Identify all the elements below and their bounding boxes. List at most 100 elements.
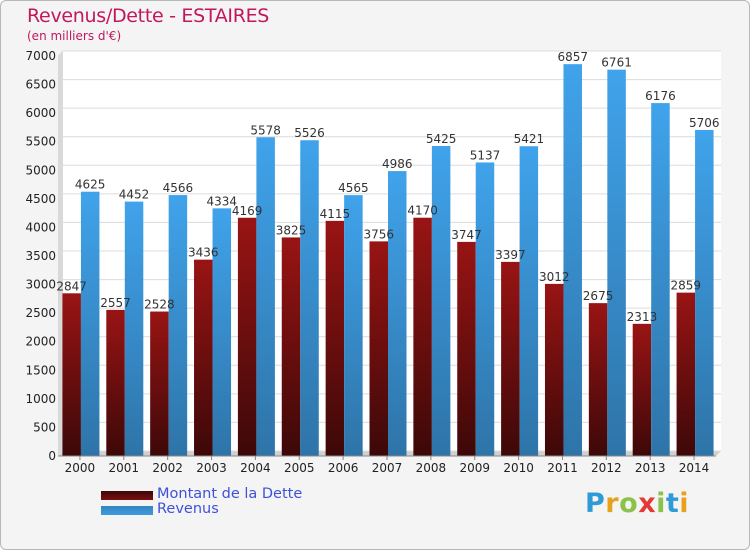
data-label: 3436 [188, 246, 219, 260]
x-tick-label: 2012 [591, 461, 622, 475]
data-label: 4115 [320, 207, 351, 221]
y-tick-label: 4000 [25, 220, 56, 234]
gridline-depth [57, 450, 64, 457]
y-tick-label: 1000 [25, 392, 56, 406]
data-label: 6857 [557, 50, 588, 64]
data-label: 5578 [250, 123, 281, 137]
data-label: 4169 [232, 204, 263, 218]
x-tick-label: 2000 [65, 461, 96, 475]
data-label: 5421 [514, 132, 545, 146]
bar-dette [676, 292, 696, 456]
gridline-depth [57, 193, 64, 200]
bar-revenus [607, 69, 626, 457]
data-label: 3012 [539, 270, 570, 284]
logo-letter: t [665, 488, 680, 519]
gridline-depth [57, 393, 64, 400]
bar-dette [62, 293, 81, 456]
chart-subtitle: (en milliers d'€) [27, 29, 122, 43]
bar-revenus [212, 208, 232, 456]
bar-revenus [300, 140, 319, 456]
x-tick-label: 2009 [459, 461, 490, 475]
bar-dette [544, 283, 564, 456]
bar-dette [237, 217, 257, 456]
bar-dette [413, 217, 432, 456]
y-tick-label: 3000 [25, 278, 56, 292]
bar-dette [501, 261, 520, 456]
data-label: 2528 [144, 298, 175, 312]
legend-label-revenus: Revenus [157, 501, 219, 517]
x-tick-label: 2010 [503, 461, 534, 475]
data-label: 3747 [451, 228, 482, 242]
x-tick-label: 2011 [547, 461, 578, 475]
bar-revenus [168, 195, 188, 457]
x-tick-label: 2003 [196, 461, 227, 475]
data-label: 2847 [56, 279, 87, 293]
data-label: 5526 [294, 126, 325, 140]
gridline-depth [57, 107, 64, 114]
x-tick-label: 2006 [328, 461, 359, 475]
y-tick-label: 3500 [25, 249, 56, 263]
data-label: 6761 [601, 56, 632, 70]
data-label: 3397 [495, 248, 526, 262]
bar-revenus [388, 171, 407, 457]
y-tick-label: 2000 [25, 335, 56, 349]
data-label: 4986 [382, 157, 413, 171]
bars [62, 64, 714, 457]
data-label: 2675 [583, 289, 614, 303]
data-label: 4170 [407, 204, 438, 218]
gridline-depth [57, 164, 64, 171]
logo-letter: i [656, 488, 666, 519]
bar-revenus [431, 146, 451, 456]
bar-revenus [695, 129, 714, 456]
y-tick-label: 5500 [25, 135, 56, 149]
bar-dette [106, 309, 125, 456]
y-tick-label: 0 [48, 449, 56, 463]
bar-dette [325, 220, 345, 456]
bar-dette [369, 241, 388, 456]
bar-dette [457, 241, 476, 456]
logo-letter: P [585, 488, 606, 519]
x-tick-label: 2002 [152, 461, 183, 475]
bar-revenus [563, 64, 582, 456]
data-label: 3756 [363, 227, 394, 241]
data-label: 4452 [119, 188, 150, 202]
bar-revenus [256, 137, 275, 456]
logo-letter: x [638, 488, 657, 519]
gridline-depth [57, 79, 64, 85]
y-tick-label: 4500 [25, 192, 56, 206]
gridline-depth [57, 422, 64, 428]
x-tick-label: 2001 [109, 461, 140, 475]
x-tick-label: 2007 [372, 461, 403, 475]
y-tick-label: 6000 [25, 106, 56, 120]
x-tick-label: 2008 [416, 461, 447, 475]
axes: 0 500 1000 1500 2000 2500 3000 3500 4000 4500 5000… [25, 49, 716, 475]
data-label: 4566 [163, 181, 194, 195]
bar-dette [632, 323, 652, 456]
bar-dette [281, 237, 301, 456]
legend-swatch-revenus [101, 506, 153, 515]
data-label: 2313 [627, 310, 658, 324]
x-tick-label: 2004 [240, 461, 271, 475]
legend-swatch-dette [101, 491, 153, 500]
bar-revenus [519, 146, 539, 456]
gridline-depth [57, 364, 64, 371]
bar-dette [588, 303, 608, 456]
gridline-depth [57, 279, 64, 285]
gridline-depth [57, 136, 64, 143]
y-tick-label: 2500 [25, 306, 56, 320]
bar-revenus [344, 195, 363, 456]
data-label: 2859 [671, 279, 702, 293]
legend-label-dette: Montant de la Dette [157, 486, 303, 502]
bar-revenus [651, 103, 670, 456]
bar-revenus [475, 162, 495, 456]
data-label: 5425 [426, 132, 457, 146]
gridline-depth [57, 307, 64, 314]
x-tick-label: 2005 [284, 461, 315, 475]
data-label: 6176 [645, 89, 676, 103]
y-tick-label: 6500 [25, 78, 56, 92]
data-label: 5137 [470, 148, 501, 162]
logo-letter: i [679, 488, 690, 519]
